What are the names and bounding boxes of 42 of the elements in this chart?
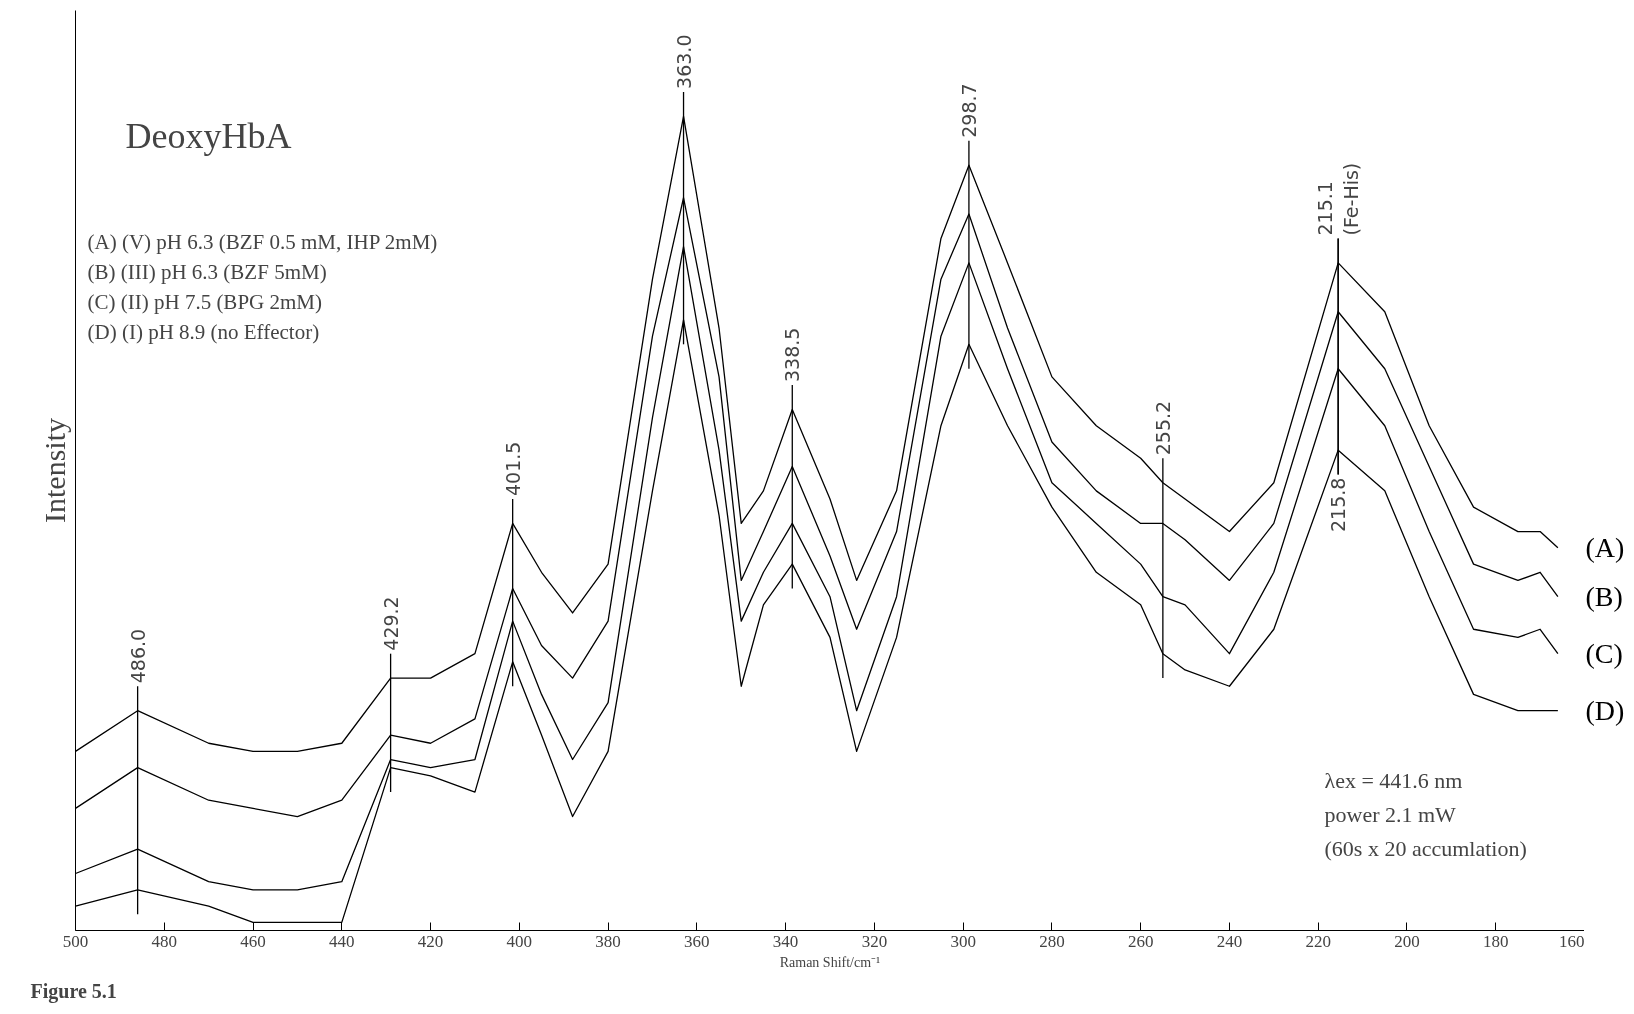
x-tick-label: 240 bbox=[1216, 931, 1243, 951]
annotation: power 2.1 mW bbox=[1324, 801, 1457, 827]
x-tick-label: 460 bbox=[240, 931, 266, 951]
x-tick-label: 480 bbox=[151, 931, 178, 951]
caption: Figure 5.1 bbox=[30, 979, 117, 1003]
series-label: (D) bbox=[1585, 695, 1625, 727]
x-tick-label: 440 bbox=[329, 931, 355, 951]
x-tick-label: 500 bbox=[62, 931, 89, 951]
y-axis-title: Intensity bbox=[37, 417, 71, 523]
annotation: 215.8 bbox=[1327, 477, 1350, 532]
x-tick-label: 320 bbox=[861, 931, 888, 951]
x-tick-label: 360 bbox=[684, 931, 710, 951]
annotation: (B) (III) pH 6.3 (BZF 5mM) bbox=[87, 260, 327, 285]
annotation: 298.7 bbox=[957, 83, 980, 138]
chart-title: DeoxyHbA bbox=[125, 116, 292, 157]
annotation: 255.2 bbox=[1151, 400, 1174, 456]
annotation: (60s x 20 accumlation) bbox=[1324, 835, 1527, 861]
annotation: (A) (V) pH 6.3 (BZF 0.5 mM, IHP 2mM) bbox=[87, 230, 438, 255]
annotation: (D) (I) pH 8.9 (no Effector) bbox=[87, 320, 320, 345]
x-tick-label: 260 bbox=[1127, 931, 1154, 951]
x-tick-label: 160 bbox=[1559, 931, 1585, 951]
annotation: 338.5 bbox=[781, 327, 804, 383]
series-label: (A) bbox=[1585, 532, 1625, 564]
x-tick-label: 420 bbox=[417, 931, 444, 951]
annotation: λex = 441.6 nm bbox=[1324, 767, 1463, 793]
x-tick-label: 300 bbox=[950, 931, 976, 951]
annotation: (C) (II) pH 7.5 (BPG 2mM) bbox=[87, 290, 322, 315]
x-tick-label: 340 bbox=[772, 931, 799, 951]
x-tick-label: 380 bbox=[595, 931, 621, 951]
x-tick-label: 200 bbox=[1394, 931, 1420, 951]
x-tick-label: 180 bbox=[1482, 931, 1509, 951]
series-label: (B) bbox=[1585, 581, 1623, 613]
annotation: 401.5 bbox=[501, 441, 524, 496]
annotation: 215.1 (Fe-His) bbox=[1313, 162, 1363, 236]
x-tick-label: 220 bbox=[1305, 931, 1331, 951]
annotation: 363.0 bbox=[672, 34, 695, 89]
annotation: 486.0 bbox=[126, 628, 149, 684]
x-tick-label: 280 bbox=[1039, 931, 1065, 951]
x-tick-label: 400 bbox=[506, 931, 533, 951]
annotation: 429.2 bbox=[379, 596, 402, 651]
series-label: (C) bbox=[1585, 638, 1623, 670]
x-axis-title: Raman Shift/cm⁻¹ bbox=[779, 954, 881, 970]
